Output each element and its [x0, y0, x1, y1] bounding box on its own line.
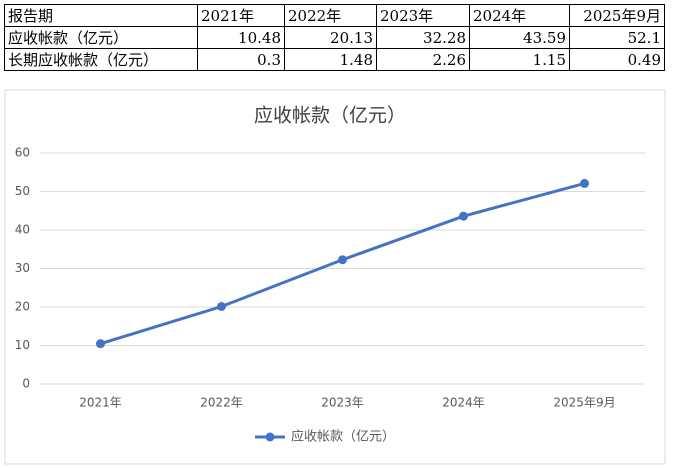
marker [580, 178, 589, 188]
y-tick-label: 60 [15, 146, 30, 160]
x-tick-label: 2021年 [79, 396, 122, 410]
x-tick-label: 2025年9月 [553, 396, 615, 410]
marker [338, 255, 347, 265]
legend-label: 应收帐款（亿元） [291, 429, 395, 445]
table-cell: 1.15 [469, 48, 570, 71]
marker [96, 339, 105, 349]
marker [217, 301, 226, 311]
y-tick-label: 0 [22, 377, 30, 391]
legend-marker [265, 432, 275, 442]
x-tick-label: 2023年 [321, 396, 364, 410]
x-tick-label: 2022年 [200, 396, 243, 410]
table-row: 长期应收帐款（亿元） 0.3 1.48 2.26 1.15 0.49 [4, 48, 665, 71]
table-cell: 2.26 [376, 48, 470, 71]
marker [459, 211, 468, 221]
y-tick-label: 10 [15, 338, 30, 352]
x-tick-label: 2024年 [442, 396, 485, 410]
y-tick-label: 20 [15, 300, 30, 314]
table-cell: 32.28 [376, 26, 470, 49]
data-table: 报告期 2021年 2022年 2023年 2024年 2025年9月 应收帐款（亿元） 10… [4, 4, 665, 71]
chart-frame [4, 89, 666, 465]
table-cell: 2025年9月 [569, 4, 665, 27]
table-cell: 2024年 [469, 4, 570, 27]
table-cell: 1.48 [284, 48, 377, 71]
table-row: 报告期 2021年 2022年 2023年 2024年 2025年9月 [4, 4, 665, 27]
y-tick-label: 50 [15, 184, 30, 198]
table-cell: 长期应收帐款（亿元） [4, 48, 198, 71]
y-tick-label: 30 [15, 261, 30, 275]
chart-title: 应收帐款（亿元） [254, 105, 406, 127]
y-tick-label: 40 [15, 223, 30, 237]
table-cell: 0.49 [569, 48, 665, 71]
